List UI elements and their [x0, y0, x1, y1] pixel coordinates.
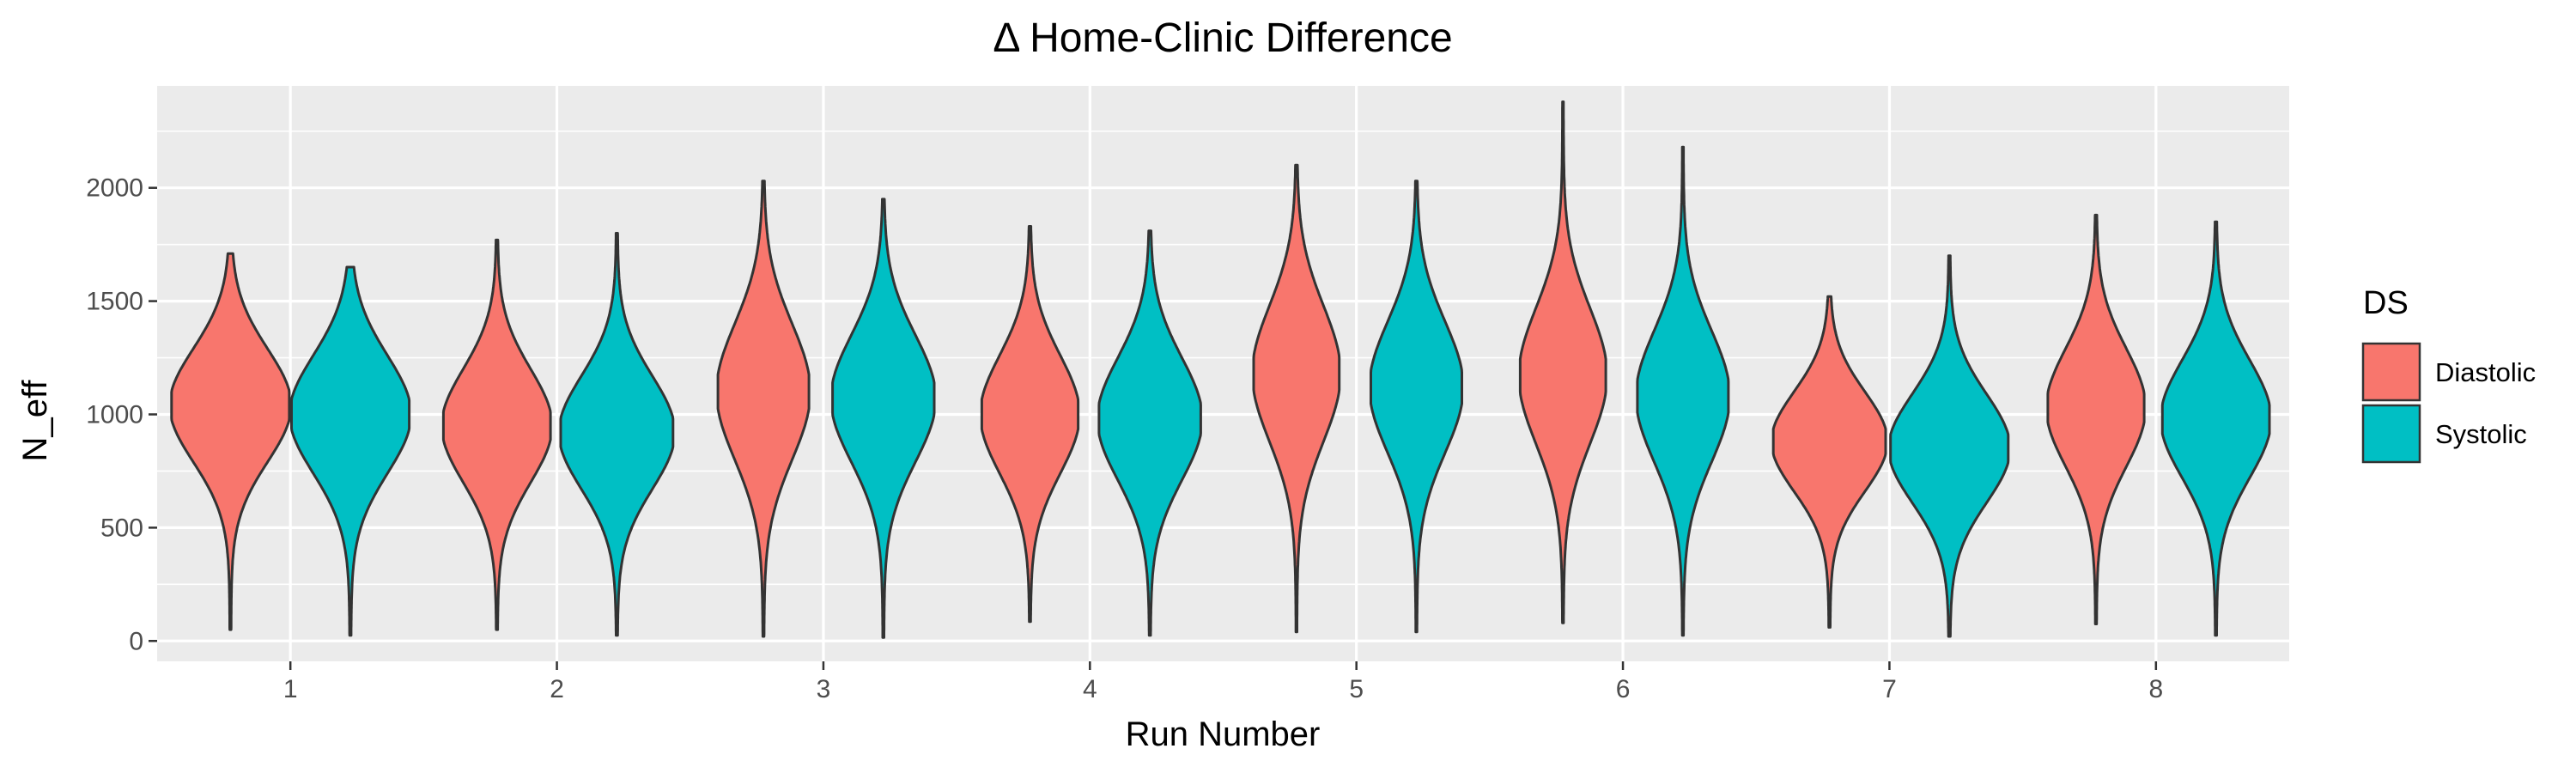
x-tick-label: 4	[1083, 675, 1097, 703]
violin-systolic-run-1	[290, 265, 411, 637]
violin-systolic-run-6	[1636, 145, 1730, 637]
violin-systolic-run-3	[831, 198, 936, 639]
violin-diastolic-run-8	[2046, 213, 2146, 625]
legend-title: DS	[2363, 285, 2409, 321]
legend-label-systolic: Systolic	[2435, 419, 2527, 449]
y-axis: 0 500 1000 1500 2000	[86, 174, 157, 655]
violin-diastolic-run-6	[1518, 100, 1607, 624]
legend-key-diastolic	[2361, 342, 2421, 402]
x-axis: 1 2 3 4 5 6 7 8	[283, 661, 2163, 703]
legend-key-systolic	[2361, 404, 2421, 464]
chart-title: Δ Home-Clinic Difference	[993, 15, 1452, 61]
y-tick-label: 2000	[86, 174, 143, 203]
y-tick-label: 0	[129, 627, 143, 655]
x-axis-title: Run Number	[1126, 715, 1321, 753]
violin-diastolic-run-4	[980, 225, 1080, 624]
x-tick-label: 1	[283, 675, 298, 703]
violin-diastolic-run-7	[1771, 295, 1887, 629]
violin-systolic-run-2	[559, 232, 675, 637]
x-tick-label: 2	[550, 675, 564, 703]
y-tick-label: 500	[100, 514, 143, 542]
x-tick-label: 8	[2148, 675, 2163, 703]
x-tick-label: 7	[1882, 675, 1897, 703]
legend: DS Diastolic Systolic	[2361, 285, 2536, 464]
y-tick-label: 1000	[86, 400, 143, 429]
violin-systolic-run-8	[2160, 220, 2271, 637]
violin-diastolic-run-5	[1252, 163, 1341, 634]
violin-diastolic-run-2	[441, 238, 552, 631]
y-axis-title: N_eff	[16, 380, 54, 462]
x-tick-label: 5	[1349, 675, 1364, 703]
violin-diastolic-run-3	[716, 180, 811, 638]
violin-systolic-run-7	[1889, 254, 2010, 638]
violin-diastolic-run-1	[170, 252, 291, 631]
y-tick-label: 1500	[86, 288, 143, 316]
violin-systolic-run-4	[1097, 229, 1202, 637]
violins	[170, 100, 2271, 639]
x-tick-label: 3	[817, 675, 831, 703]
legend-label-diastolic: Diastolic	[2435, 357, 2536, 387]
x-tick-label: 6	[1616, 675, 1631, 703]
violin-systolic-run-5	[1370, 180, 1463, 634]
